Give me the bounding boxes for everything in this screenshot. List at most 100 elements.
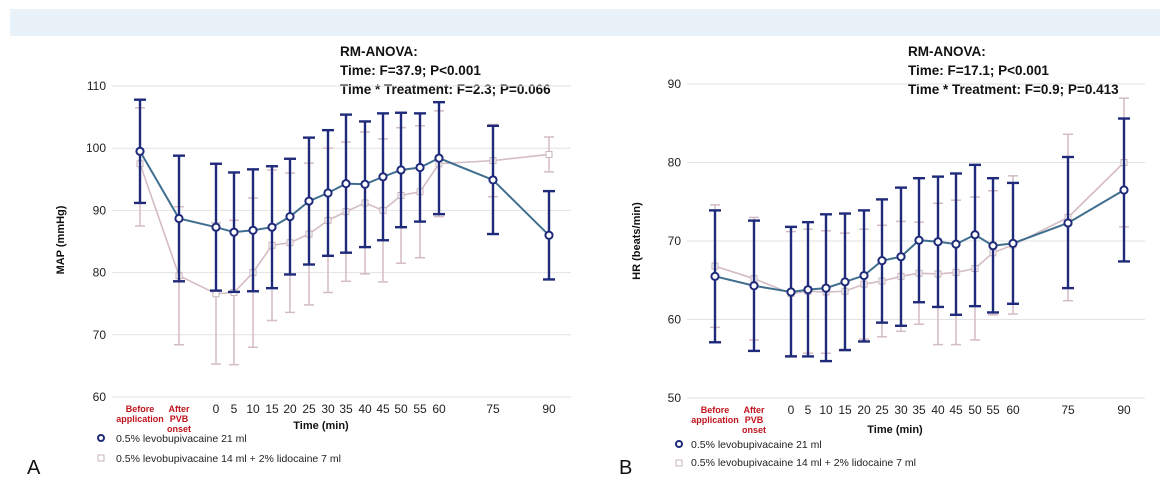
y-tick-label: 80 bbox=[93, 266, 107, 280]
legend-marker-series-1 bbox=[675, 440, 683, 448]
series-1-point bbox=[821, 283, 831, 293]
series-1-point bbox=[970, 230, 980, 240]
series-1-point bbox=[488, 175, 498, 185]
series-1-point bbox=[877, 256, 887, 266]
figure-header-bar bbox=[10, 9, 1160, 36]
x-tick-label: 90 bbox=[1117, 403, 1131, 417]
anova-annotation: RM-ANOVA: Time: F=37.9; P<0.001 Time * T… bbox=[340, 44, 551, 97]
series-1-point bbox=[840, 277, 850, 287]
x-tick-label: 75 bbox=[486, 402, 500, 416]
series-1-point bbox=[1008, 238, 1018, 248]
y-tick-label: 100 bbox=[86, 141, 106, 155]
legend: 0.5% levobupivacaine 21 ml 0.5% levobupi… bbox=[675, 439, 916, 469]
x-tick-label: 25 bbox=[302, 402, 316, 416]
x-axis-title: Time (min) bbox=[293, 420, 349, 432]
series-1-point bbox=[229, 227, 239, 237]
series-1-point bbox=[951, 239, 961, 249]
y-tick-label: 50 bbox=[668, 391, 682, 405]
legend-label-series-2: 0.5% levobupivacaine 14 ml + 2% lidocain… bbox=[691, 457, 916, 469]
x-tick-label: 50 bbox=[968, 403, 982, 417]
series-2-point bbox=[545, 150, 553, 158]
y-axis-title: HR (beats/min) bbox=[631, 202, 643, 280]
x-tick-label: 35 bbox=[912, 403, 926, 417]
anova-title: RM-ANOVA: bbox=[340, 44, 418, 59]
y-tick-label: 80 bbox=[668, 156, 682, 170]
x-tick-label: 60 bbox=[1006, 403, 1020, 417]
series-1-point bbox=[285, 212, 295, 222]
x-tick-label: 55 bbox=[986, 403, 1000, 417]
x-tick-label: 55 bbox=[413, 402, 427, 416]
chart-panel-b: RM-ANOVA: Time: F=17.1; P<0.001 Time * T… bbox=[619, 44, 1145, 479]
anova-title: RM-ANOVA: bbox=[908, 44, 986, 59]
x-tick-label: 15 bbox=[265, 402, 279, 416]
x-axis-title: Time (min) bbox=[867, 424, 923, 436]
x-tick-label: 30 bbox=[321, 402, 335, 416]
y-tick-label: 110 bbox=[87, 79, 106, 93]
series-1-point bbox=[914, 235, 924, 245]
x-tick-label: 10 bbox=[819, 403, 833, 417]
legend-marker-series-2 bbox=[97, 454, 105, 462]
y-tick-label: 90 bbox=[93, 203, 107, 217]
series-1-point bbox=[803, 285, 813, 295]
x-tick-label: After PVB onset bbox=[167, 404, 191, 434]
x-tick-label: 0 bbox=[788, 403, 795, 417]
x-tick-label: 25 bbox=[875, 403, 889, 417]
series-1-group bbox=[709, 117, 1130, 363]
series-2-group bbox=[135, 107, 554, 366]
chart-panel-a: RM-ANOVA: Time: F=37.9; P<0.001 Time * T… bbox=[27, 44, 571, 479]
series-1-point bbox=[1119, 185, 1129, 195]
series-1-point bbox=[378, 172, 388, 182]
panel-label: B bbox=[619, 457, 632, 479]
x-tick-label: 45 bbox=[376, 402, 390, 416]
series-1-point bbox=[304, 196, 314, 206]
series-1-point bbox=[988, 241, 998, 251]
series-1-point bbox=[415, 162, 425, 173]
x-tick-label: 15 bbox=[838, 403, 852, 417]
anova-annotation: RM-ANOVA: Time: F=17.1; P<0.001 Time * T… bbox=[908, 44, 1119, 97]
panel-label: A bbox=[27, 457, 41, 479]
x-tick-label: 40 bbox=[931, 403, 945, 417]
x-tick-label: 20 bbox=[857, 403, 871, 417]
series-1-point bbox=[1063, 218, 1073, 228]
x-tick-label: 45 bbox=[949, 403, 963, 417]
x-tick-label: 30 bbox=[894, 403, 908, 417]
legend: 0.5% levobupivacaine 21 ml 0.5% levobupi… bbox=[97, 433, 341, 465]
y-tick-label: 60 bbox=[668, 313, 682, 327]
y-tick-label: 70 bbox=[668, 234, 682, 248]
series-1-point bbox=[896, 252, 906, 262]
series-1-point bbox=[786, 287, 796, 297]
series-1-point bbox=[434, 153, 444, 163]
y-tick-label: 60 bbox=[93, 390, 107, 404]
series-1-point bbox=[248, 225, 258, 235]
series-1-line bbox=[139, 150, 550, 236]
x-tick-label: Before application bbox=[116, 404, 164, 424]
series-1-point bbox=[859, 270, 869, 281]
x-tick-label: 20 bbox=[283, 402, 297, 416]
x-tick-label: 90 bbox=[542, 402, 556, 416]
series-1-group bbox=[134, 98, 555, 294]
legend-marker-series-1 bbox=[97, 434, 105, 442]
series-1-point bbox=[933, 237, 943, 247]
series-1-point bbox=[710, 271, 720, 281]
series-1-point bbox=[749, 281, 759, 291]
x-tick-label: 60 bbox=[432, 402, 446, 416]
series-1-point bbox=[396, 165, 406, 175]
y-tick-label: 70 bbox=[93, 328, 107, 342]
anova-time: Time: F=17.1; P<0.001 bbox=[908, 63, 1049, 78]
anova-interaction: Time * Treatment: F=0.9; P=0.413 bbox=[908, 82, 1119, 97]
x-tick-label: 5 bbox=[231, 402, 238, 416]
series-1-point bbox=[360, 179, 370, 189]
x-tick-label: 10 bbox=[246, 402, 260, 416]
series-1-point bbox=[267, 222, 277, 232]
x-tick-label: 0 bbox=[213, 402, 220, 416]
x-tick-label: 40 bbox=[358, 402, 372, 416]
x-tick-label: 5 bbox=[805, 403, 812, 417]
series-1-point bbox=[544, 230, 554, 240]
anova-interaction: Time * Treatment: F=2.3; P=0.066 bbox=[340, 82, 551, 97]
x-tick-label: 75 bbox=[1061, 403, 1075, 417]
y-axis-title: MAP (mmHg) bbox=[55, 205, 67, 274]
x-tick-label: 35 bbox=[339, 402, 353, 416]
series-1-point bbox=[211, 222, 221, 232]
legend-label-series-1: 0.5% levobupivacaine 21 ml bbox=[116, 433, 247, 445]
y-tick-label: 90 bbox=[668, 77, 682, 91]
